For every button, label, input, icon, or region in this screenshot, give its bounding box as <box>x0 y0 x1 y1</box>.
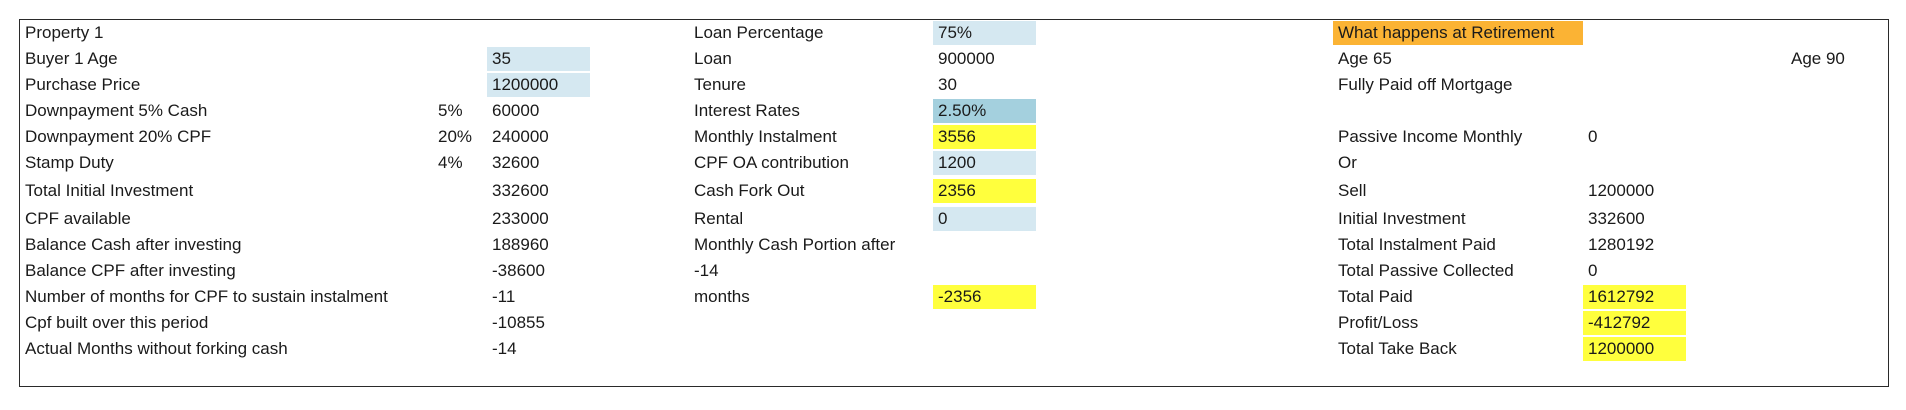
monthly-cash-portion-label[interactable]: Monthly Cash Portion after <box>694 235 896 254</box>
actual-months-value[interactable]: -14 <box>492 339 517 358</box>
cpf-available-label[interactable]: CPF available <box>25 209 131 228</box>
total-take-back-value[interactable]: 1200000 <box>1583 337 1686 361</box>
tenure-value[interactable]: 30 <box>938 75 957 94</box>
initial-investment-label[interactable]: Initial Investment <box>1338 209 1466 228</box>
months-cash-value[interactable]: -2356 <box>933 285 1036 309</box>
months-cpf-sustain-label[interactable]: Number of months for CPF to sustain inst… <box>25 287 388 306</box>
stamp-duty-label[interactable]: Stamp Duty <box>25 153 114 172</box>
balance-cpf-label[interactable]: Balance CPF after investing <box>25 261 236 280</box>
rental-label[interactable]: Rental <box>694 209 744 228</box>
balance-cash-value[interactable]: 188960 <box>492 235 549 254</box>
passive-income-value[interactable]: 0 <box>1588 127 1598 146</box>
interest-rates-label[interactable]: Interest Rates <box>694 101 800 120</box>
initial-investment-value[interactable]: 332600 <box>1588 209 1645 228</box>
total-take-back-label[interactable]: Total Take Back <box>1338 339 1457 358</box>
property-title[interactable]: Property 1 <box>25 23 104 42</box>
downpayment-cpf-value[interactable]: 240000 <box>492 127 549 146</box>
actual-months-label[interactable]: Actual Months without forking cash <box>25 339 288 358</box>
total-paid-label[interactable]: Total Paid <box>1338 287 1413 306</box>
cpf-built-label[interactable]: Cpf built over this period <box>25 313 209 332</box>
total-instalment-paid-value[interactable]: 1280192 <box>1588 235 1655 254</box>
loan-label[interactable]: Loan <box>694 49 732 68</box>
profit-loss-label[interactable]: Profit/Loss <box>1338 313 1419 332</box>
monthly-instalment-label[interactable]: Monthly Instalment <box>694 127 837 146</box>
cpf-built-value[interactable]: -10855 <box>492 313 545 332</box>
cpf-oa-contribution-value[interactable]: 1200 <box>933 151 1036 175</box>
stamp-duty-pct[interactable]: 4% <box>438 153 463 172</box>
months-label[interactable]: months <box>694 287 750 306</box>
age-end-label[interactable]: Age 90 <box>1791 49 1845 68</box>
balance-cash-label[interactable]: Balance Cash after investing <box>25 235 242 254</box>
cash-fork-out-label[interactable]: Cash Fork Out <box>694 181 805 200</box>
total-initial-investment-value[interactable]: 332600 <box>492 181 549 200</box>
purchase-price-value[interactable]: 1200000 <box>487 73 590 97</box>
downpayment-cpf-label[interactable]: Downpayment 20% CPF <box>25 127 212 146</box>
stamp-duty-value[interactable]: 32600 <box>492 153 540 172</box>
spreadsheet-sheet: Property 1 Buyer 1 Age 35 Purchase Price… <box>19 19 1889 387</box>
balance-cpf-value[interactable]: -38600 <box>492 261 545 280</box>
cpf-available-value[interactable]: 233000 <box>492 209 549 228</box>
buyer-age-value[interactable]: 35 <box>487 47 590 71</box>
loan-value[interactable]: 900000 <box>938 49 995 68</box>
profit-loss-value[interactable]: -412792 <box>1583 311 1686 335</box>
months-count-value[interactable]: -14 <box>694 261 719 280</box>
total-instalment-paid-label[interactable]: Total Instalment Paid <box>1338 235 1496 254</box>
or-label[interactable]: Or <box>1338 153 1357 172</box>
downpayment-cash-value[interactable]: 60000 <box>492 101 540 120</box>
interest-rates-value[interactable]: 2.50% <box>933 99 1036 123</box>
fully-paid-mortgage-label[interactable]: Fully Paid off Mortgage <box>1338 75 1513 94</box>
total-passive-collected-label[interactable]: Total Passive Collected <box>1338 261 1514 280</box>
downpayment-cpf-pct[interactable]: 20% <box>438 127 473 146</box>
downpayment-cash-pct[interactable]: 5% <box>438 101 463 120</box>
cash-fork-out-value[interactable]: 2356 <box>933 179 1036 203</box>
rental-value[interactable]: 0 <box>933 207 1036 231</box>
total-passive-collected-value[interactable]: 0 <box>1588 261 1598 280</box>
monthly-instalment-value[interactable]: 3556 <box>933 125 1036 149</box>
total-paid-value[interactable]: 1612792 <box>1583 285 1686 309</box>
total-initial-investment-label[interactable]: Total Initial Investment <box>25 181 194 200</box>
sell-value[interactable]: 1200000 <box>1588 181 1655 200</box>
passive-income-label[interactable]: Passive Income Monthly <box>1338 127 1523 146</box>
buyer-age-label[interactable]: Buyer 1 Age <box>25 49 118 68</box>
purchase-price-label[interactable]: Purchase Price <box>25 75 141 94</box>
downpayment-cash-label[interactable]: Downpayment 5% Cash <box>25 101 208 120</box>
loan-percentage-label[interactable]: Loan Percentage <box>694 23 824 42</box>
sell-label[interactable]: Sell <box>1338 181 1367 200</box>
retirement-header[interactable]: What happens at Retirement <box>1333 21 1583 45</box>
cpf-oa-contribution-label[interactable]: CPF OA contribution <box>694 153 849 172</box>
age-start-label[interactable]: Age 65 <box>1338 49 1392 68</box>
months-cpf-sustain-value[interactable]: -11 <box>492 287 516 306</box>
tenure-label[interactable]: Tenure <box>694 75 746 94</box>
loan-percentage-value[interactable]: 75% <box>933 21 1036 45</box>
